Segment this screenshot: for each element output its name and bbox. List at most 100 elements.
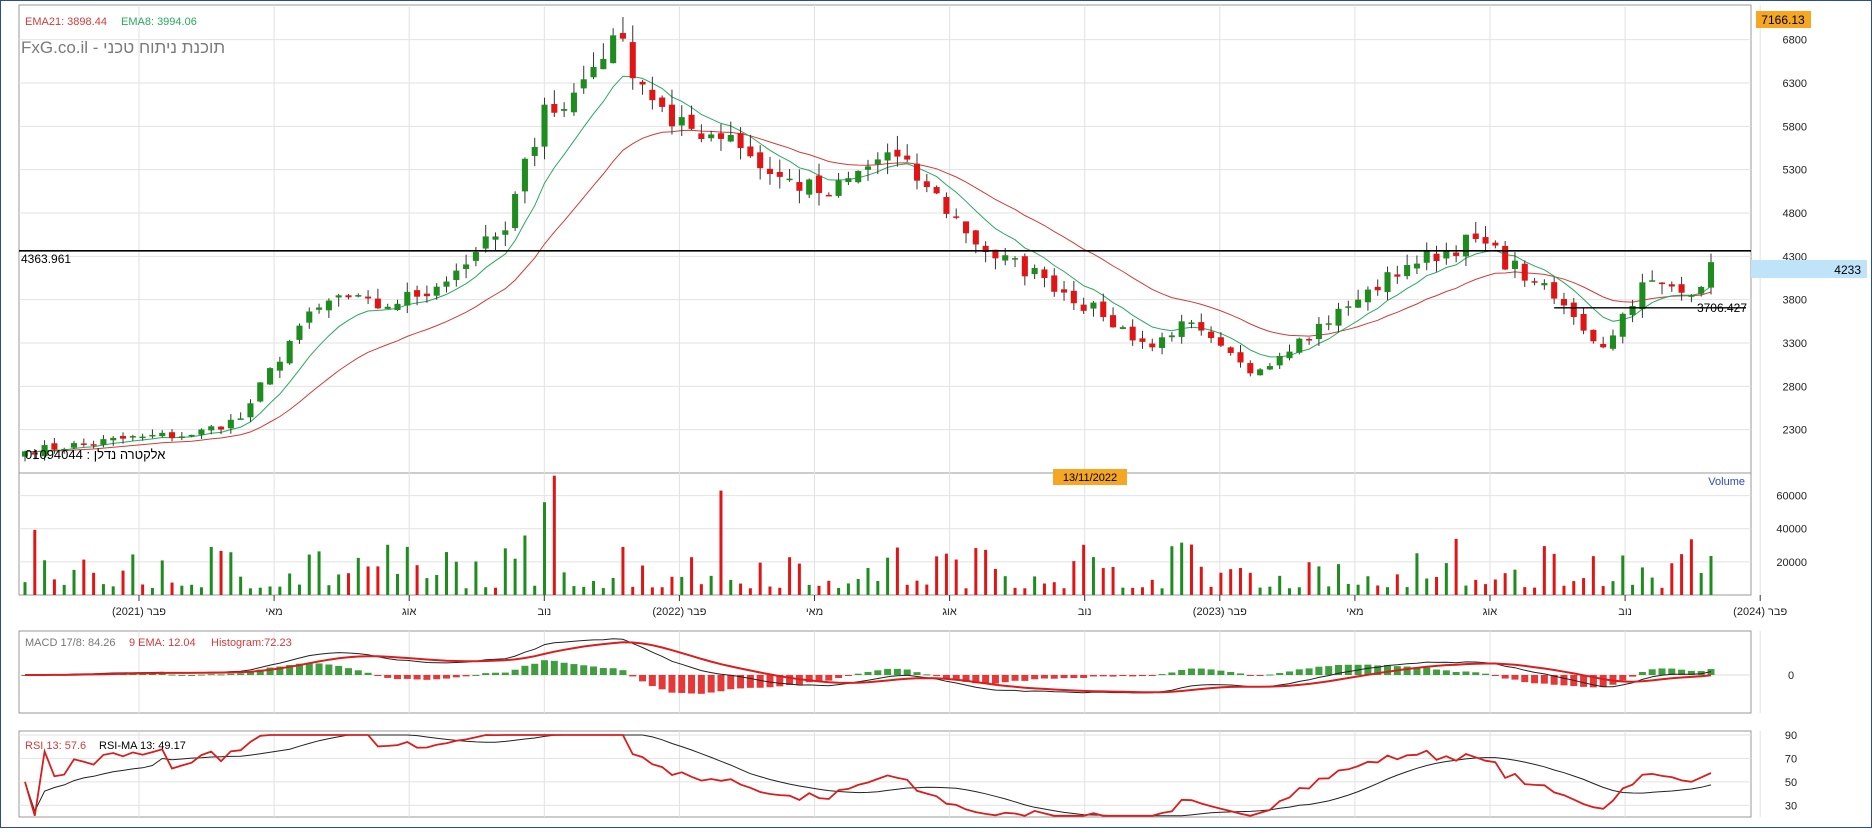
candle-body [110,437,117,441]
macd-hist-bar [256,669,264,675]
macd-hist-bar [1080,675,1088,679]
candle-body [864,166,872,170]
candle-body [1590,329,1597,342]
candle-body [404,291,411,306]
macd-hist-bar [1266,674,1274,676]
volume-bar [1552,553,1556,595]
rsi-panel[interactable] [18,730,1752,818]
candle-body [325,300,332,311]
macd-hist-bar [805,675,813,683]
candle-body [1678,284,1685,293]
ema8-label: EMA8: 3994.06 [121,16,197,28]
candle-body [345,295,352,298]
candle-body [668,104,675,127]
volume-bar [454,561,458,595]
macd-hist-bar [1589,675,1597,688]
time-tick-label: פבר (2022) [652,606,706,618]
volume-bar [660,587,664,595]
candle-body [1100,301,1107,317]
candle-body [1551,282,1558,299]
candle-body [561,109,568,111]
candle-body [1041,269,1048,278]
candle-body [1061,289,1068,293]
volume-bar [552,475,556,595]
candle-body [688,114,695,129]
candle-body [100,439,107,445]
candle-body [80,443,87,445]
macd-hist-bar [854,673,862,675]
candle-body [139,436,146,439]
macd-hist-bar [393,675,401,680]
candle-body [884,152,891,161]
candle-body [1315,323,1322,340]
candle-body [904,155,911,160]
candle-body [1227,347,1234,353]
rsi-tick-label: 50 [1785,777,1797,789]
macd-hist-bar [972,675,980,684]
volume-bar [523,535,527,595]
macd-hist-bar [884,668,892,675]
macd-hist-bar [1021,675,1029,681]
cursor-date-badge [1053,469,1127,485]
candle-body [1129,326,1136,341]
volume-bar [494,587,498,595]
volume-bar [1307,562,1311,595]
volume-bar [1533,587,1537,595]
macd-hist-bar [648,675,656,687]
candle-body [1600,343,1607,348]
macd-hist-bar [844,675,852,676]
price-tick-label: 3800 [1783,295,1807,307]
candle-body [541,104,548,147]
volume-bar [1621,555,1625,595]
macd-hist-bar [1246,675,1254,676]
volume-bar [72,569,76,595]
macd-signal-line [25,641,1712,694]
rsi-tick-label: 30 [1785,800,1797,812]
candle-body [472,252,479,261]
macd-hist-bar [1148,675,1156,676]
macd-hist-bar [1501,675,1509,679]
volume-bar [1699,573,1703,595]
volume-bar [631,586,635,595]
candle-body [1698,286,1705,294]
candle-body [414,290,421,297]
price-panel[interactable] [18,4,1752,474]
macd-hist-bar [982,675,990,684]
macd-hist-bar [1011,675,1019,681]
macd-hist-bar [315,663,323,675]
time-tick-label: מאי [1346,606,1363,618]
candle-body [1139,338,1146,342]
candle-body [747,146,754,157]
candle-body [835,180,842,196]
macd-hist-bar [639,675,647,682]
volume-bar [415,565,419,595]
volume-bar [876,581,880,595]
macd-hist-bar [1668,668,1676,675]
time-tick-label: אוג [1483,606,1498,618]
volume-bar [1023,588,1027,595]
macd-hist-bar [903,669,911,675]
macd-hist-bar [697,675,705,694]
macd-hist-bar [1089,675,1097,677]
macd-hist-bar [1580,675,1588,687]
candle-body [521,158,528,192]
macd-hist-bar [452,675,460,678]
volume-bar [964,588,968,595]
macd-hist-bar [325,664,333,675]
candle-body [1051,275,1058,292]
macd-hist-bar [1227,671,1235,675]
volume-bar [1523,587,1527,595]
volume-bar [719,490,723,595]
macd-hist-bar [1335,664,1343,675]
volume-panel[interactable] [18,472,1752,596]
candle-body [1208,331,1215,339]
rsi-tick-label: 70 [1785,753,1797,765]
volume-bar [1209,586,1213,595]
volume-bar [1091,557,1095,595]
volume-bar [131,554,135,595]
candle-body [394,303,401,310]
volume-bar [1474,579,1478,595]
candle-body [1580,313,1587,331]
macd-hist-bar [354,670,362,675]
